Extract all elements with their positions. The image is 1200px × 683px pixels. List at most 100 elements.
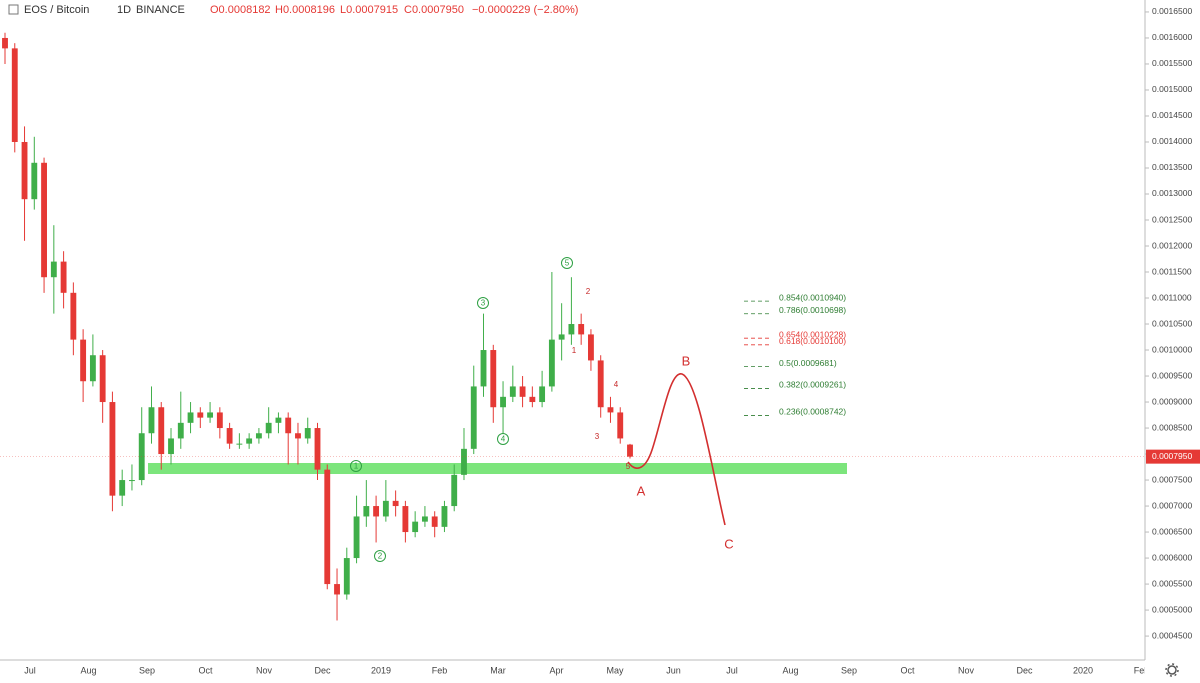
x-tick-label: Jul <box>24 665 36 675</box>
candle-body <box>343 558 350 595</box>
fib-label: 0.654(0.0010228) <box>779 329 846 339</box>
settings-icon[interactable] <box>1165 663 1179 677</box>
candle-body <box>529 396 536 403</box>
wave-abc-label: B <box>682 353 691 368</box>
candle-body <box>60 261 67 293</box>
y-tick-label: 0.0010500 <box>1152 318 1192 328</box>
y-tick-label: 0.0008500 <box>1152 422 1192 432</box>
candle-body <box>588 334 594 361</box>
wave-circle <box>497 433 509 445</box>
x-tick-label: Sep <box>841 665 857 675</box>
y-tick-label: 0.0005500 <box>1152 578 1192 588</box>
wave-minor-label: 2 <box>586 287 591 296</box>
x-tick-label: Mar <box>490 665 506 675</box>
y-tick-label: 0.0014000 <box>1152 136 1192 146</box>
x-tick-label: Dec <box>1016 665 1033 675</box>
wave-major-label: 5 <box>565 259 570 268</box>
wave-circle <box>374 550 386 562</box>
expand-icon[interactable] <box>8 4 19 15</box>
x-tick-label: May <box>606 665 624 675</box>
x-tick-label: Nov <box>256 665 273 675</box>
fib-label: 0.618(0.0010100) <box>779 336 846 346</box>
y-tick-label: 0.0011500 <box>1152 266 1192 276</box>
exchange: BINANCE <box>136 4 185 16</box>
wave-abc-label: C <box>724 536 733 551</box>
candle-body <box>89 355 96 382</box>
y-tick-label: 0.0010000 <box>1152 344 1192 354</box>
candle-body <box>480 350 487 387</box>
fib-label: 0.236(0.0008742) <box>779 407 846 417</box>
candle-body <box>197 412 204 418</box>
candle-body <box>421 516 428 522</box>
wave-minor-label: 5 <box>626 462 631 471</box>
y-tick-label: 0.0011000 <box>1152 292 1192 302</box>
candle-body <box>21 141 28 200</box>
candle-body <box>148 407 155 434</box>
support-zone <box>148 463 847 474</box>
candle-body <box>490 350 497 408</box>
candle-body <box>353 516 360 559</box>
wave-abc-label: A <box>637 483 646 498</box>
wave-minor-label: 3 <box>595 432 600 441</box>
candle-body <box>519 386 526 397</box>
candle-body <box>597 360 604 408</box>
ohlc-change: −0.0000229 (−2.80%) <box>472 4 578 16</box>
candle-body <box>617 412 624 439</box>
y-tick-label: 0.0009500 <box>1152 370 1192 380</box>
symbol: EOS / Bitcoin <box>24 4 89 16</box>
fib-label: 0.5(0.0009681) <box>779 358 837 368</box>
y-tick-label: 0.0009000 <box>1152 396 1192 406</box>
y-tick-label: 0.0012500 <box>1152 214 1192 224</box>
candle-body <box>412 521 419 533</box>
candle-body <box>265 422 272 434</box>
wave-circle <box>350 460 362 472</box>
candle-body <box>119 480 126 496</box>
x-tick-label: Dec <box>314 665 331 675</box>
fib-label: 0.382(0.0009261) <box>779 380 846 390</box>
candle-body <box>216 412 223 429</box>
candle-body <box>392 500 399 507</box>
candle-body <box>373 506 380 517</box>
gear-teeth[interactable] <box>1165 663 1179 677</box>
candle-body <box>607 407 614 413</box>
candle-body <box>2 37 8 49</box>
candle-body <box>304 428 311 439</box>
candle-body <box>50 261 57 278</box>
ohlc-open: O0.0008182 <box>210 4 271 16</box>
candle-body <box>275 417 282 423</box>
y-tick-label: 0.0015500 <box>1152 58 1192 68</box>
fib-label: 0.786(0.0010698) <box>779 305 846 315</box>
wave-minor-label: 1 <box>572 346 577 355</box>
y-tick-label: 0.0006500 <box>1152 526 1192 536</box>
candle-body <box>451 474 458 507</box>
candle-body <box>80 339 87 382</box>
candle-body <box>255 433 262 439</box>
wave-circle <box>477 297 489 309</box>
candle-body <box>363 506 370 517</box>
candle-body <box>568 324 575 335</box>
wave-minor-label: 4 <box>614 380 619 389</box>
candle-body <box>246 438 253 444</box>
candle-body <box>334 584 340 595</box>
y-tick-label: 0.0007000 <box>1152 500 1192 510</box>
candle-body <box>109 402 116 496</box>
x-tick-label: Aug <box>80 665 96 675</box>
candle-body <box>431 516 438 527</box>
gear[interactable] <box>1167 665 1177 675</box>
candle-body <box>295 433 301 439</box>
y-tick-label: 0.0005000 <box>1152 604 1192 614</box>
candle-body <box>558 334 565 340</box>
candle-body <box>177 422 184 439</box>
y-tick-label: 0.0015000 <box>1152 84 1192 94</box>
candle-body <box>578 324 585 335</box>
candle-body <box>99 355 106 403</box>
candle-body <box>324 469 331 585</box>
x-tick-label: Feb <box>1134 665 1150 675</box>
x-tick-label: Aug <box>782 665 798 675</box>
wave-major-label: 3 <box>481 299 486 308</box>
y-tick-label: 0.0006000 <box>1152 552 1192 562</box>
y-tick-label: 0.0007500 <box>1152 474 1192 484</box>
y-tick-label: 0.0004500 <box>1152 630 1192 640</box>
